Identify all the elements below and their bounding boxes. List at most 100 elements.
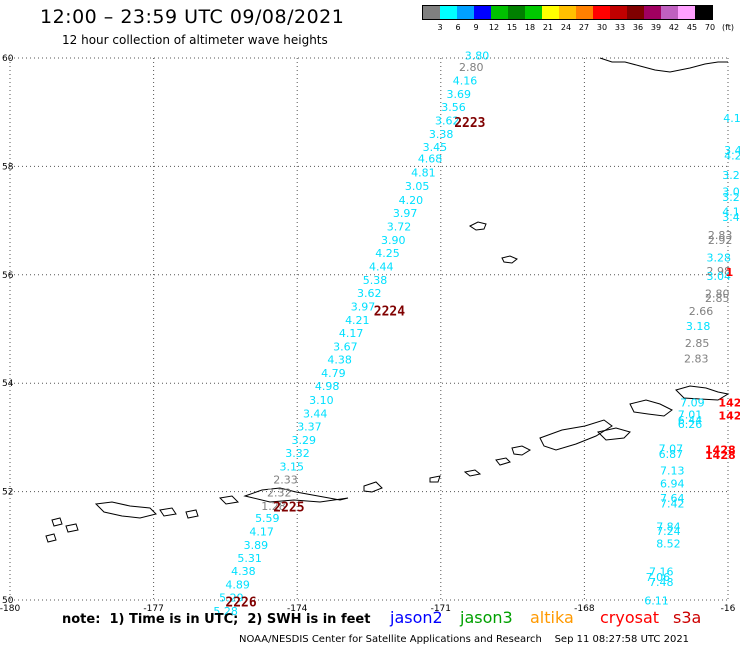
- swh-value: 3.69: [447, 88, 472, 101]
- swh-value: 142: [718, 397, 740, 410]
- legend-label: 30: [596, 23, 608, 32]
- coastline-segment: [185, 509, 199, 519]
- swh-value: 7.64: [660, 492, 685, 505]
- swh-value: 4.20: [399, 194, 424, 207]
- swh-value: 7.13: [660, 464, 685, 477]
- lat-tick-label: 60: [2, 54, 14, 64]
- swh-value: 4.20: [724, 149, 740, 162]
- swh-value: 4.89: [225, 579, 250, 592]
- swh-value: 7.07: [659, 443, 684, 456]
- swh-value: 7.24: [656, 525, 681, 538]
- swh-value: 3.97: [393, 207, 418, 220]
- swh-value: 3.18: [686, 320, 711, 333]
- coastline-segment: [469, 221, 487, 231]
- legend-swatch: [576, 6, 593, 19]
- swh-value: 4.44: [369, 260, 394, 273]
- swh-value: 3.62: [435, 115, 460, 128]
- swh-value: 6.94: [660, 477, 685, 490]
- lon-tick-label: -180: [0, 604, 20, 614]
- swh-value: 3.21: [722, 191, 740, 204]
- swh-value: 3.67: [333, 341, 358, 354]
- swh-value: 3.80: [465, 50, 490, 63]
- legend-swatch: [661, 6, 678, 19]
- legend-swatch: [491, 6, 508, 19]
- coastline-segment: [51, 517, 63, 527]
- lat-tick-label: 52: [2, 488, 13, 498]
- swh-value: 7.42: [660, 497, 685, 510]
- swh-value: 3.45: [423, 141, 448, 154]
- coastline-segment: [597, 427, 631, 441]
- swh-value: 7.84: [656, 521, 681, 534]
- lon-tick-label: -168: [574, 604, 595, 614]
- coastline-segment: [45, 533, 57, 543]
- coastline-segment: [675, 385, 730, 401]
- legend-swatch: [644, 6, 661, 19]
- legend-label: 33: [614, 23, 626, 32]
- swh-value: 4.81: [411, 167, 436, 180]
- legend-label: 15: [506, 23, 518, 32]
- swh-value: 2.80: [705, 288, 730, 301]
- swh-value: 1428: [705, 449, 736, 462]
- lat-tick-label: 58: [2, 162, 14, 172]
- satellite-s3a: s3a: [673, 608, 702, 627]
- swh-value: 3.44: [303, 407, 328, 420]
- coastline-segment: [495, 457, 511, 466]
- lat-tick-label: 54: [2, 379, 14, 389]
- coastline-segment: [94, 501, 157, 519]
- swh-value: 4.1: [723, 112, 740, 125]
- coastline-segment: [159, 507, 177, 517]
- color-legend: 3 6 9 12 15 18 21 24 27 30 33 36 39 42 45 70 (ft): [422, 5, 734, 32]
- coastline-segment: [243, 487, 349, 503]
- lon-tick-label: -174: [287, 604, 308, 614]
- legend-swatch: [542, 6, 559, 19]
- legend-swatch: [474, 6, 491, 19]
- satellite-cryosat: cryosat: [600, 608, 660, 627]
- swh-value: 4.17: [249, 526, 273, 539]
- swh-value: 3.25: [722, 169, 740, 182]
- swh-value: 4.17: [339, 327, 364, 340]
- swh-value: 2.85: [685, 337, 710, 350]
- swh-value: 5.38: [363, 274, 388, 287]
- legend-swatch: [695, 6, 712, 19]
- swh-value: 3.29: [291, 434, 316, 447]
- lon-tick-label: -171: [431, 604, 451, 614]
- swh-value: 4.68: [418, 153, 443, 166]
- swh-value: 1428: [705, 444, 736, 457]
- swh-value: 3.37: [297, 420, 322, 433]
- swh-value: 6.44: [678, 414, 703, 427]
- swh-value: 2.98: [706, 265, 731, 278]
- footer-note: note: 1) Time is in UTC; 2) SWH is in fe…: [62, 612, 371, 627]
- swh-value: 2.85: [705, 292, 730, 305]
- footer-credit: NOAA/NESDIS Center for Satellite Applica…: [239, 634, 690, 645]
- legend-swatch: [440, 6, 457, 19]
- legend-label: 39: [650, 23, 662, 32]
- legend-swatch: [423, 6, 440, 19]
- pass-number: 2226: [225, 596, 256, 611]
- legend-label: 27: [578, 23, 590, 32]
- swh-value: 5.28: [213, 605, 238, 618]
- legend-label: 70: [704, 23, 716, 32]
- coastline-segment: [599, 57, 728, 73]
- swh-value: 5.31: [237, 552, 262, 565]
- legend-swatch: [559, 6, 576, 19]
- lat-tick-label: 56: [2, 271, 14, 281]
- swh-value: 7.06: [646, 571, 671, 584]
- pass-number: 2224: [374, 304, 405, 319]
- swh-value: 4.12: [722, 206, 740, 219]
- swh-value: 1.28: [261, 500, 286, 513]
- swh-value: 4.79: [321, 367, 346, 380]
- swh-value: 3.42: [724, 144, 740, 157]
- swh-value: 7.16: [649, 566, 674, 579]
- legend-label: 18: [524, 23, 536, 32]
- swh-value: 4.98: [315, 380, 340, 393]
- swh-value: 3.97: [351, 301, 376, 314]
- swh-value: 5.29: [219, 592, 244, 605]
- swh-value: 2.83: [684, 353, 709, 366]
- swh-value: 6.11: [644, 594, 669, 607]
- swh-value: 6.26: [678, 418, 703, 431]
- legend-labels: 3 6 9 12 15 18 21 24 27 30 33 36 39 42 45 70 (ft): [422, 23, 740, 35]
- legend-label: 45: [686, 23, 698, 32]
- coastline-segment: [65, 523, 79, 533]
- swh-value: 3.72: [387, 220, 412, 233]
- axis-ticks: -180 -177 -174 -171 -168 -16 50 52 54 56 58 60: [0, 54, 736, 614]
